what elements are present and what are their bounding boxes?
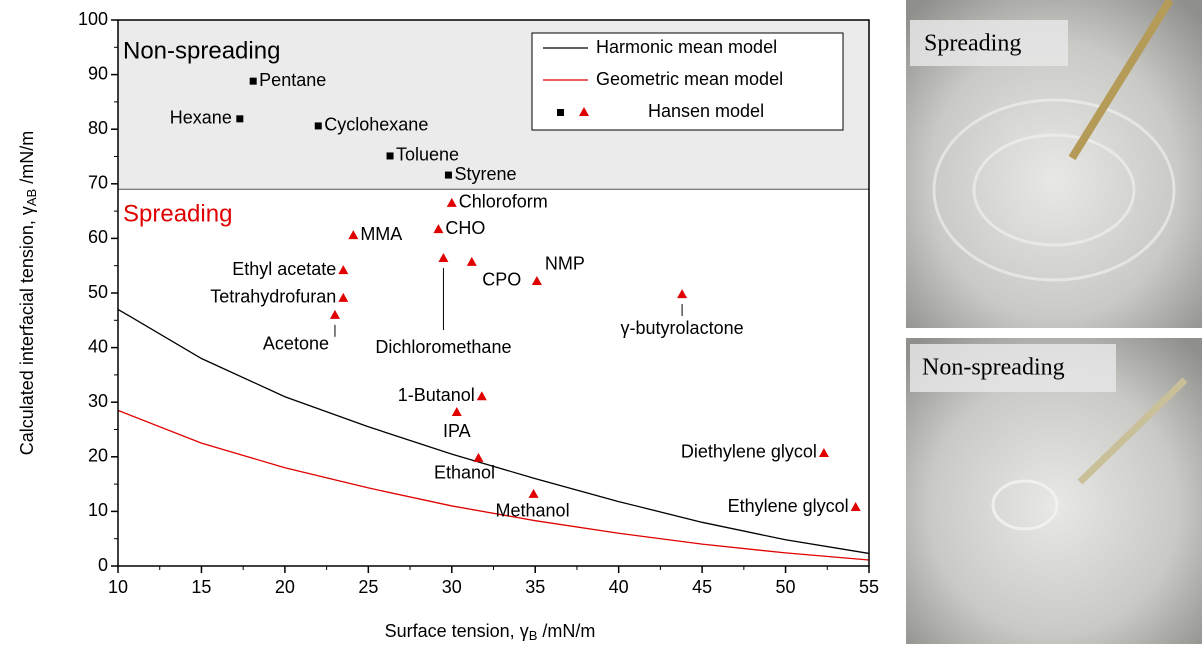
point bbox=[236, 115, 244, 123]
region-label: Spreading bbox=[123, 200, 232, 227]
y-tick-label: 20 bbox=[88, 446, 108, 466]
region-label: Non-spreading bbox=[123, 37, 280, 64]
point bbox=[850, 502, 861, 512]
point-label: Ethanol bbox=[434, 463, 495, 483]
point-label: Styrene bbox=[454, 164, 516, 184]
point-label: Acetone bbox=[263, 334, 329, 354]
x-tick-label: 45 bbox=[692, 577, 712, 597]
point bbox=[528, 488, 539, 498]
pipette bbox=[1068, 0, 1174, 161]
point-label: 1-Butanol bbox=[398, 385, 475, 405]
x-tick-label: 15 bbox=[191, 577, 211, 597]
model-line bbox=[117, 308, 870, 555]
point bbox=[818, 447, 829, 457]
x-tick-label: 50 bbox=[776, 577, 796, 597]
point bbox=[446, 197, 457, 207]
y-tick-label: 60 bbox=[88, 227, 108, 247]
point bbox=[451, 407, 462, 417]
x-tick-label: 25 bbox=[358, 577, 378, 597]
photo-label: Non-spreading bbox=[922, 355, 1065, 381]
pipette bbox=[1077, 377, 1188, 485]
point-label: Dichloromethane bbox=[375, 337, 511, 357]
photo-label-bg bbox=[910, 344, 1116, 392]
point-label: Methanol bbox=[496, 501, 570, 521]
point-label: MMA bbox=[360, 224, 402, 244]
y-tick-label: 30 bbox=[88, 391, 108, 411]
y-axis-title: Calculated interfacial tension, γAB /mN/… bbox=[17, 131, 40, 455]
x-tick-label: 40 bbox=[609, 577, 629, 597]
point bbox=[531, 275, 542, 285]
x-axis-title-sub: B bbox=[529, 628, 538, 643]
point-label: Diethylene glycol bbox=[681, 442, 817, 462]
point bbox=[249, 77, 257, 85]
point-label: IPA bbox=[443, 421, 471, 441]
legend-label: Hansen model bbox=[648, 101, 764, 121]
ripple bbox=[932, 98, 1176, 282]
point bbox=[386, 152, 394, 160]
x-tick-label: 30 bbox=[442, 577, 462, 597]
point-label: CHO bbox=[445, 218, 485, 238]
y-tick-label: 70 bbox=[88, 173, 108, 193]
model-line bbox=[117, 409, 870, 561]
point-label: γ-butyrolactone bbox=[621, 318, 744, 338]
droplet bbox=[991, 479, 1059, 531]
y-tick-label: 0 bbox=[98, 555, 108, 575]
x-axis-title: Surface tension, γB /mN/m bbox=[385, 621, 596, 644]
point bbox=[338, 265, 349, 275]
photo-label: Spreading bbox=[924, 31, 1021, 57]
y-tick-label: 40 bbox=[88, 336, 108, 356]
point bbox=[473, 452, 484, 462]
point bbox=[338, 292, 349, 302]
point bbox=[329, 309, 340, 319]
y-tick-label: 100 bbox=[78, 9, 108, 29]
point bbox=[677, 289, 688, 299]
ripple bbox=[972, 133, 1136, 247]
x-axis-title-unit: /mN/m bbox=[537, 621, 595, 641]
point bbox=[314, 122, 322, 130]
y-tick-label: 80 bbox=[88, 118, 108, 138]
y-tick-label: 10 bbox=[88, 500, 108, 520]
photos: Spreading Non-spreading bbox=[906, 0, 1202, 644]
x-tick-label: 55 bbox=[859, 577, 879, 597]
point-label: Ethylene glycol bbox=[728, 496, 849, 516]
y-axis-title-sub: AB bbox=[24, 189, 39, 206]
photo-label-bg bbox=[910, 20, 1068, 66]
x-axis-title-text: Surface tension, γ bbox=[385, 621, 529, 641]
legend-marker bbox=[579, 107, 589, 116]
point-label: NMP bbox=[545, 254, 585, 274]
point bbox=[476, 391, 487, 401]
point-label: Ethyl acetate bbox=[232, 259, 336, 279]
y-axis-title-unit: /mN/m bbox=[17, 131, 37, 189]
legend-label: Harmonic mean model bbox=[596, 37, 777, 57]
point-label: Hexane bbox=[170, 108, 232, 128]
y-tick-label: 90 bbox=[88, 63, 108, 83]
x-tick-label: 20 bbox=[275, 577, 295, 597]
x-tick-label: 10 bbox=[108, 577, 128, 597]
legend-label: Geometric mean model bbox=[596, 69, 783, 89]
point bbox=[433, 224, 444, 234]
x-tick-label: 35 bbox=[525, 577, 545, 597]
y-axis-title-text: Calculated interfacial tension, γ bbox=[17, 206, 37, 455]
point-label: Tetrahydrofuran bbox=[210, 287, 336, 307]
point-label: Toluene bbox=[396, 145, 459, 165]
point-label: Pentane bbox=[259, 70, 326, 90]
point bbox=[466, 256, 477, 266]
point bbox=[438, 253, 449, 263]
point-label: CPO bbox=[482, 270, 521, 290]
point bbox=[444, 171, 452, 179]
point-label: Cyclohexane bbox=[324, 115, 428, 135]
legend-marker bbox=[557, 109, 564, 116]
y-tick-label: 50 bbox=[88, 282, 108, 302]
point-label: Chloroform bbox=[459, 192, 548, 212]
point bbox=[348, 230, 359, 240]
